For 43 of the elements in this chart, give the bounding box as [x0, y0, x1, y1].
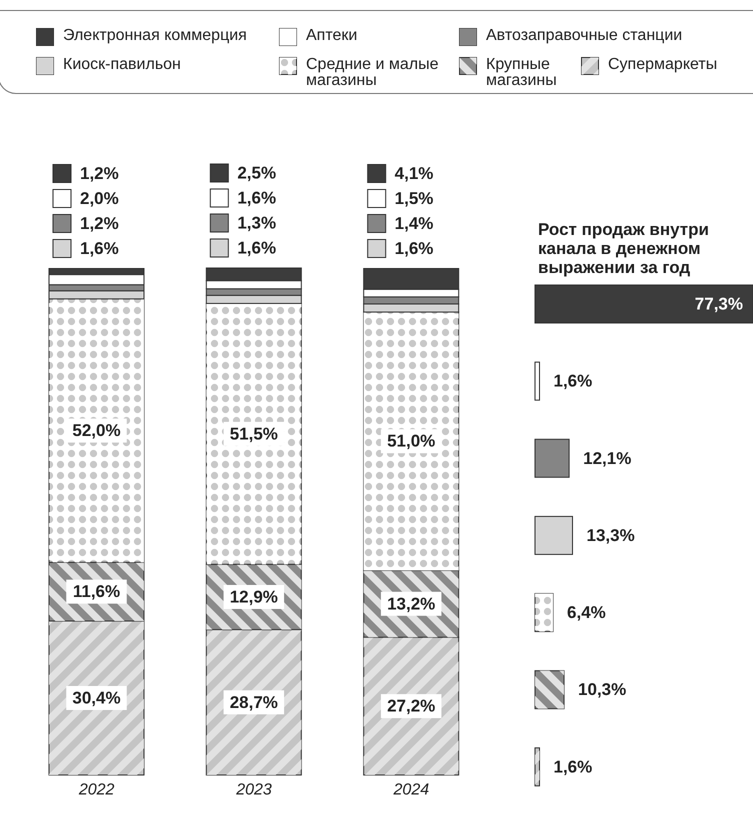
x-tick-label: 2022	[78, 781, 115, 798]
data-label: 1,6%	[554, 372, 592, 391]
data-label: 2,5%	[237, 164, 276, 182]
data-label: 1,6%	[237, 238, 276, 258]
legend-label: Электронная коммерция	[63, 27, 247, 44]
data-label: 12,1%	[583, 448, 632, 468]
data-label: 51,0%	[387, 432, 436, 451]
data-label: 1,6%	[237, 188, 276, 208]
legend-label: Супермаркеты	[608, 56, 718, 73]
data-label: 1,6%	[554, 757, 592, 776]
data-label: 1,4%	[394, 214, 434, 234]
data-label: 12,9%	[230, 587, 278, 606]
data-label: 13,2%	[387, 594, 436, 614]
data-label: 1,3%	[237, 214, 276, 232]
data-label: 27,2%	[387, 696, 436, 716]
data-label: 1,6%	[394, 239, 434, 258]
bar	[534, 284, 753, 324]
data-label: 28,7%	[230, 692, 278, 712]
data-label: 4,1%	[394, 164, 434, 184]
legend-label: Киоск-павильон	[63, 56, 181, 73]
data-label: 1,5%	[394, 189, 434, 208]
legend-label: Автозаправочные станции	[486, 27, 682, 44]
legend-label: Средние и малые магазины	[306, 56, 440, 89]
data-label: 1,6%	[80, 239, 119, 258]
data-label: 1,2%	[80, 164, 119, 184]
data-label: 30,4%	[72, 688, 121, 708]
legend-label: Крупные магазины	[486, 56, 558, 89]
data-label: 77,3%	[694, 294, 743, 314]
data-label: 52,0%	[72, 421, 121, 440]
data-label: 13,3%	[586, 526, 635, 545]
bar	[534, 516, 574, 555]
bar	[534, 438, 570, 478]
data-label: 51,5%	[230, 424, 278, 444]
bar	[534, 362, 540, 401]
data-label: 11,6%	[72, 582, 120, 602]
data-label: 1,2%	[80, 214, 119, 234]
x-tick-label: 2023	[235, 781, 272, 798]
data-label: 6,4%	[567, 603, 606, 622]
data-label: 2,0%	[80, 189, 119, 208]
legend-label: Аптеки	[306, 27, 358, 44]
data-label: 10,3%	[578, 680, 626, 700]
x-tick-label: 2024	[392, 781, 430, 798]
chart-title: Рост продаж внутри канала в денежном выражении за год	[538, 220, 710, 277]
